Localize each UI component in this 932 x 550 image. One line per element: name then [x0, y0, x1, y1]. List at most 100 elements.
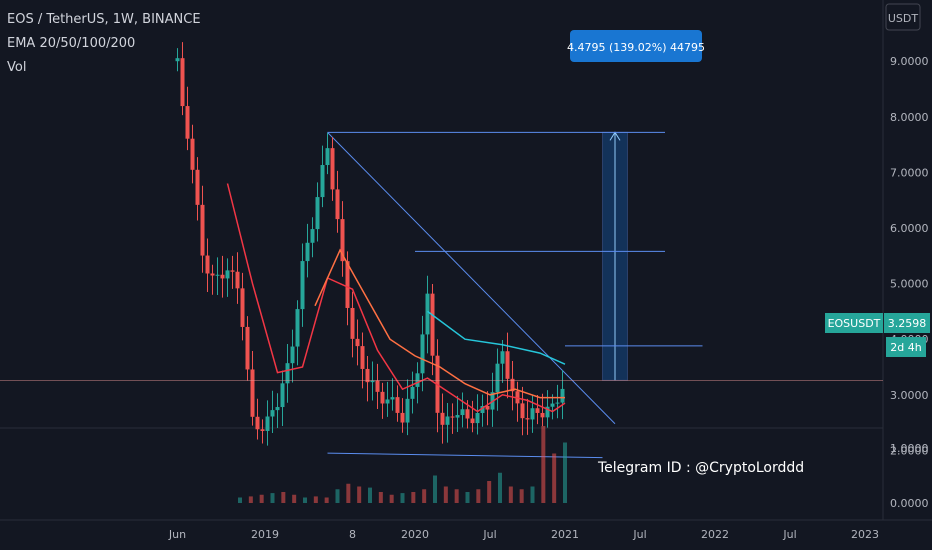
candle-body	[410, 386, 415, 399]
time-tick-label: 8	[349, 528, 356, 541]
volume-bar	[563, 442, 567, 503]
price-tick-label: 2.0000	[890, 444, 929, 457]
volume-bar	[335, 489, 340, 503]
candle-body	[420, 334, 425, 374]
price-tick-label: 3.0000	[890, 389, 929, 402]
symbol-tag-box	[825, 313, 883, 333]
volume-bar	[238, 497, 242, 503]
time-tick-label: 2019	[251, 528, 279, 541]
candle-body	[405, 398, 410, 423]
candle-body	[225, 270, 230, 279]
ema-line	[314, 248, 565, 399]
measure-tool[interactable]	[602, 131, 628, 381]
candle-body	[425, 293, 430, 335]
volume-bar	[357, 486, 362, 503]
candle-body	[455, 415, 460, 418]
volume-bar	[530, 486, 535, 503]
candle-body	[310, 229, 315, 243]
volume-bar	[303, 497, 307, 503]
candle-body	[440, 412, 445, 425]
candle-body	[505, 351, 510, 379]
candle-body	[445, 416, 450, 425]
candle-body	[260, 429, 265, 431]
candle-body	[335, 189, 340, 220]
candle-body	[395, 397, 400, 413]
candle-body	[190, 138, 195, 170]
candle-body	[365, 368, 370, 383]
time-tick-label: Jul	[482, 528, 496, 541]
volume-bar	[248, 496, 253, 503]
time-tick-label: 2023	[851, 528, 879, 541]
measure-label: 4.4795 (139.02%) 44795	[567, 41, 705, 54]
volume-bar	[443, 486, 448, 503]
candle-body	[355, 338, 360, 347]
volume-tick-label: 0.0000	[890, 497, 929, 510]
candle-body	[255, 416, 260, 430]
volume-bar	[324, 497, 329, 503]
candle-body	[235, 271, 240, 289]
candle-body	[270, 410, 275, 417]
telegram-annotation[interactable]: Telegram ID : @CryptoLorddd	[597, 460, 804, 476]
volume-bar	[422, 489, 427, 503]
candle-body	[465, 409, 470, 419]
time-axis-labels: Jun 2019 8 2020 Jul 2021 Jul 2022 Jul 2023	[168, 528, 879, 541]
candle-body	[510, 378, 515, 392]
volume-bar	[541, 426, 546, 503]
currency-label: USDT	[888, 12, 919, 25]
candle-body	[480, 406, 485, 414]
price-tag-box	[884, 313, 930, 333]
candle-body	[250, 369, 255, 417]
legend-ema[interactable]: EMA 20/50/100/200	[7, 36, 136, 51]
volume-bar	[346, 483, 351, 503]
candle-body	[375, 380, 380, 392]
candle-body	[350, 307, 355, 339]
candle-body	[195, 169, 200, 205]
candle-body	[535, 408, 540, 413]
drawing-lines[interactable]	[327, 131, 703, 459]
candle-body	[215, 274, 220, 276]
volume-bar	[270, 493, 275, 503]
time-tick-label: Jun	[168, 528, 186, 541]
price-axis-labels: 9.00008.00007.00006.00005.00004.00003.00…	[890, 55, 929, 510]
volume-tick-label: 1.0000	[890, 442, 929, 455]
time-tick-label: 2020	[401, 528, 429, 541]
legend-volume[interactable]: Vol	[7, 60, 27, 75]
time-tick-label: 2021	[551, 528, 579, 541]
volume-bar	[389, 494, 394, 503]
volume-bar	[259, 494, 264, 503]
price-tick-label: 8.0000	[890, 111, 929, 124]
candle-body	[485, 406, 490, 410]
time-tick-label: 2022	[701, 528, 729, 541]
candle-body	[265, 416, 270, 431]
candle-body	[290, 346, 295, 364]
volume-bar	[552, 453, 557, 503]
legend-symbol[interactable]: EOS / TetherUS, 1W, BINANCE	[7, 12, 201, 27]
candle-body	[280, 383, 285, 408]
countdown-box	[886, 337, 926, 357]
currency-badge[interactable]	[885, 3, 921, 31]
price-tick-label: 7.0000	[890, 166, 929, 179]
candle-body	[345, 261, 350, 308]
candle-body	[450, 416, 455, 418]
candle-body	[320, 165, 325, 198]
symbol-tag: EOSUSDT	[828, 317, 881, 330]
candle-body	[200, 204, 205, 256]
candle-body	[360, 346, 365, 369]
candle-body	[495, 363, 500, 393]
volume-bar	[487, 481, 492, 503]
candle-body	[470, 418, 475, 424]
volume-bar	[378, 492, 383, 503]
candle-body	[305, 242, 310, 262]
candle-body	[220, 274, 225, 279]
trend-line	[327, 132, 616, 425]
volume-bar	[292, 494, 297, 503]
volume-bar	[498, 472, 502, 503]
candle-body	[300, 261, 305, 310]
candle-body	[475, 413, 480, 424]
candle-body	[430, 293, 435, 356]
candle-body	[285, 363, 290, 384]
candle-body	[180, 58, 185, 107]
candle-body	[515, 391, 520, 404]
